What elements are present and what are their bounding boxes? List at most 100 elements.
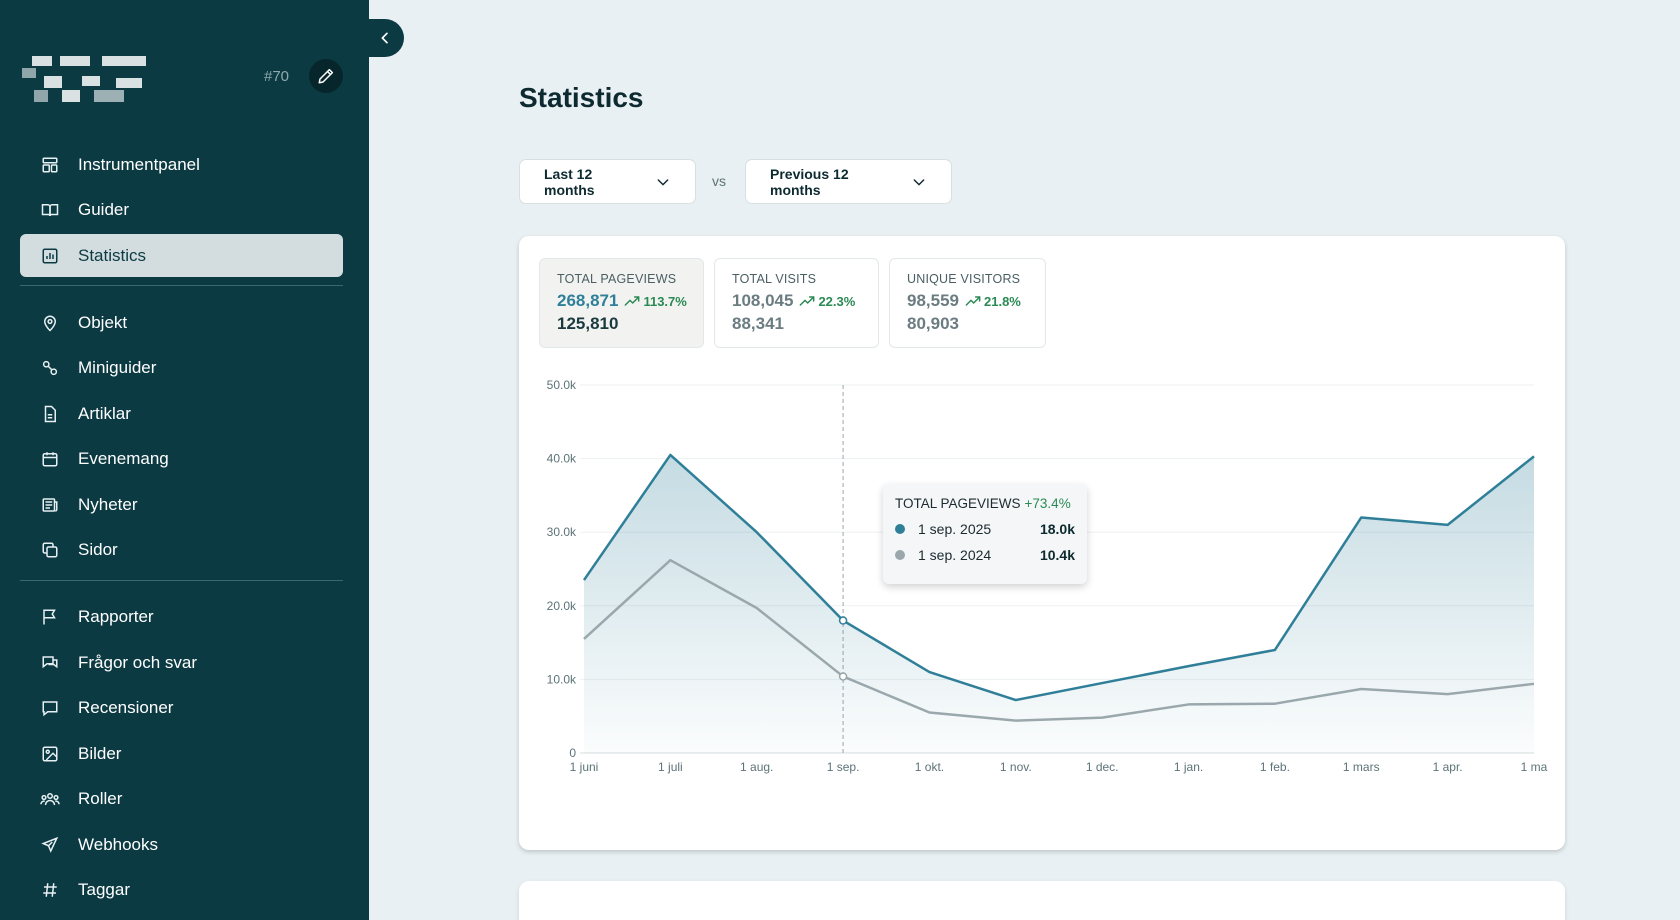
book-icon xyxy=(40,200,60,220)
metric-value: 108,045 xyxy=(732,291,794,310)
period-select[interactable]: Last 12 months xyxy=(519,159,696,204)
x-tick-label: 1 aug. xyxy=(740,760,773,774)
sidebar-item-label: Rapporter xyxy=(78,607,154,626)
sidebar-item-label: Nyheter xyxy=(78,494,138,514)
metric-value: 268,871 xyxy=(557,291,619,310)
sidebar-item-rapporter[interactable]: Rapporter xyxy=(20,596,343,639)
metric-value: 98,559 xyxy=(907,291,959,310)
sidebar-item-bilder[interactable]: Bilder xyxy=(20,732,343,775)
sidebar-item-label: Artiklar xyxy=(78,403,131,423)
tooltip-previous-date: 1 sep. 2024 xyxy=(918,547,992,563)
nav-group-main: Instrumentpanel Guider Statistics Objekt… xyxy=(20,143,343,920)
metric-delta-value: 21.8% xyxy=(984,293,1021,309)
send-icon xyxy=(40,835,60,855)
review-icon xyxy=(40,698,60,718)
sidebar-item-label: Miniguider xyxy=(78,358,157,377)
sidebar-item-statistics[interactable]: Statistics xyxy=(20,234,343,277)
sidebar-item-instrumentpanel[interactable]: Instrumentpanel xyxy=(20,143,343,186)
chart-tooltip: TOTAL PAGEVIEWS +73.4% 1 sep. 2025 18.0k … xyxy=(883,484,1087,584)
sidebar-item-label: Sidor xyxy=(78,540,118,559)
divider xyxy=(20,579,343,581)
sidebar-item-evenemang[interactable]: Evenemang xyxy=(20,438,343,481)
sidebar-item-label: Guider xyxy=(78,200,130,219)
current-series-dot xyxy=(895,524,905,534)
sidebar-item-label: Evenemang xyxy=(78,449,169,468)
period-select-value: Last 12 months xyxy=(544,165,595,198)
sidebar-item-fragor-och-svar[interactable]: Frågor och svar xyxy=(20,641,343,684)
chart-icon xyxy=(40,246,60,266)
current-series-line xyxy=(582,453,1535,702)
metric-label: UNIQUE VISITORS xyxy=(907,272,1021,286)
sidebar-item-objekt[interactable]: Objekt xyxy=(20,301,343,344)
x-tick-label: 1 jan. xyxy=(1174,760,1203,774)
chevron-down-icon xyxy=(911,174,927,190)
x-tick-label: 1 apr. xyxy=(1433,760,1463,774)
metric-total-pageviews[interactable]: TOTAL PAGEVIEWS 268,871 113.7% 125,810 xyxy=(539,258,704,348)
sidebar-item-guider[interactable]: Guider xyxy=(20,189,343,232)
sidebar-item-artiklar[interactable]: Artiklar xyxy=(20,392,343,435)
metric-label: TOTAL VISITS xyxy=(732,272,817,286)
sidebar-item-label: Recensioner xyxy=(78,698,174,717)
y-tick-label: 0 xyxy=(569,746,576,760)
tooltip-previous-value: 10.4k xyxy=(1039,547,1075,563)
sidebar-item-recensioner[interactable]: Recensioner xyxy=(20,687,343,730)
tooltip-current-date: 1 sep. 2025 xyxy=(918,521,992,537)
y-tick-label: 10.0k xyxy=(547,672,577,686)
previous-series-point xyxy=(838,672,848,681)
pageviews-chart[interactable]: 0 10.0k 20.0k 30.0k 40.0k 50.0k 1 juni 1 juli 1 … xyxy=(519,236,1565,850)
hash-icon xyxy=(40,880,60,900)
previous-series-line xyxy=(583,558,1535,722)
x-tick-label: 1 nov. xyxy=(1000,760,1032,774)
x-tick-label: 1 dec. xyxy=(1086,760,1119,774)
tooltip-current-value: 18.0k xyxy=(1039,521,1075,537)
sidebar-item-label: Objekt xyxy=(78,312,128,332)
tooltip-row-current: 1 sep. 2025 18.0k xyxy=(895,521,1075,537)
pencil-icon xyxy=(318,68,334,84)
image-icon xyxy=(40,744,60,764)
metric-delta: 113.7% xyxy=(624,293,687,309)
sidebar-item-roller[interactable]: Roller xyxy=(20,778,343,821)
metric-delta-value: 22.3% xyxy=(818,293,856,309)
statistics-card: TOTAL PAGEVIEWS 268,871 113.7% 125,810 T… xyxy=(519,236,1565,850)
compare-select[interactable]: Previous 12 months xyxy=(745,159,952,204)
metric-label: TOTAL PAGEVIEWS xyxy=(557,272,677,286)
sidebar-item-webhooks[interactable]: Webhooks xyxy=(20,823,343,866)
calendar-icon xyxy=(40,449,60,469)
trend-up-icon xyxy=(800,296,815,306)
x-tick-label: 1 feb. xyxy=(1260,760,1290,774)
metric-unique-visitors[interactable]: UNIQUE VISITORS 98,559 21.8% 80,903 xyxy=(889,258,1046,348)
metric-delta-value: 113.7% xyxy=(643,293,687,309)
metric-previous: 80,903 xyxy=(907,314,959,333)
sidebar-item-nyheter[interactable]: Nyheter xyxy=(20,483,343,526)
project-id: #70 xyxy=(264,68,290,85)
sidebar-item-label: Instrumentpanel xyxy=(78,154,200,174)
pages-icon xyxy=(40,540,60,560)
sidebar-item-miniguider[interactable]: Miniguider xyxy=(20,347,343,390)
edit-button[interactable] xyxy=(309,59,343,93)
document-icon xyxy=(40,404,60,424)
metric-previous: 125,810 xyxy=(557,314,619,333)
sidebar-item-label: Bilder xyxy=(78,743,122,763)
vs-label: vs xyxy=(712,173,726,189)
metric-total-visits[interactable]: TOTAL VISITS 108,045 22.3% 88,341 xyxy=(714,258,879,348)
current-series-point xyxy=(838,616,848,625)
users-icon xyxy=(40,789,60,809)
page-title: Statistics xyxy=(519,82,644,113)
sidebar-item-label: Taggar xyxy=(78,880,130,899)
dashboard-icon xyxy=(40,155,60,175)
collapse-sidebar-button[interactable] xyxy=(366,19,404,57)
previous-series-dot xyxy=(895,550,905,560)
sidebar-item-sidor[interactable]: Sidor xyxy=(20,529,343,572)
tooltip-header: TOTAL PAGEVIEWS +73.4% xyxy=(895,496,1075,511)
sidebar-item-label: Statistics xyxy=(78,245,147,265)
metric-delta: 22.3% xyxy=(799,294,855,309)
sidebar-item-label: Webhooks xyxy=(78,834,159,854)
x-tick-label: 1 juli xyxy=(658,760,683,774)
tooltip-row-previous: 1 sep. 2024 10.4k xyxy=(895,547,1075,563)
trend-up-icon xyxy=(965,296,981,306)
sidebar-item-taggar[interactable]: Taggar xyxy=(20,869,343,912)
sidebar-item-label: Roller xyxy=(78,789,123,808)
divider xyxy=(20,285,343,286)
route-icon xyxy=(40,358,60,378)
metric-previous: 88,341 xyxy=(732,314,784,333)
